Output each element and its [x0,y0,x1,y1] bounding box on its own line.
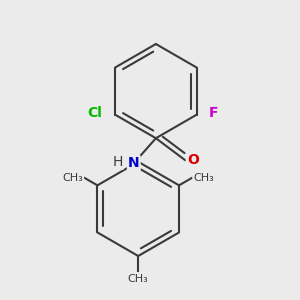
Text: CH₃: CH₃ [62,173,83,183]
Text: F: F [208,106,218,120]
Text: CH₃: CH₃ [193,173,214,183]
Text: Cl: Cl [87,106,102,120]
Text: O: O [187,153,199,167]
Text: CH₃: CH₃ [128,274,148,284]
Text: H: H [112,155,123,169]
Text: N: N [128,156,140,170]
